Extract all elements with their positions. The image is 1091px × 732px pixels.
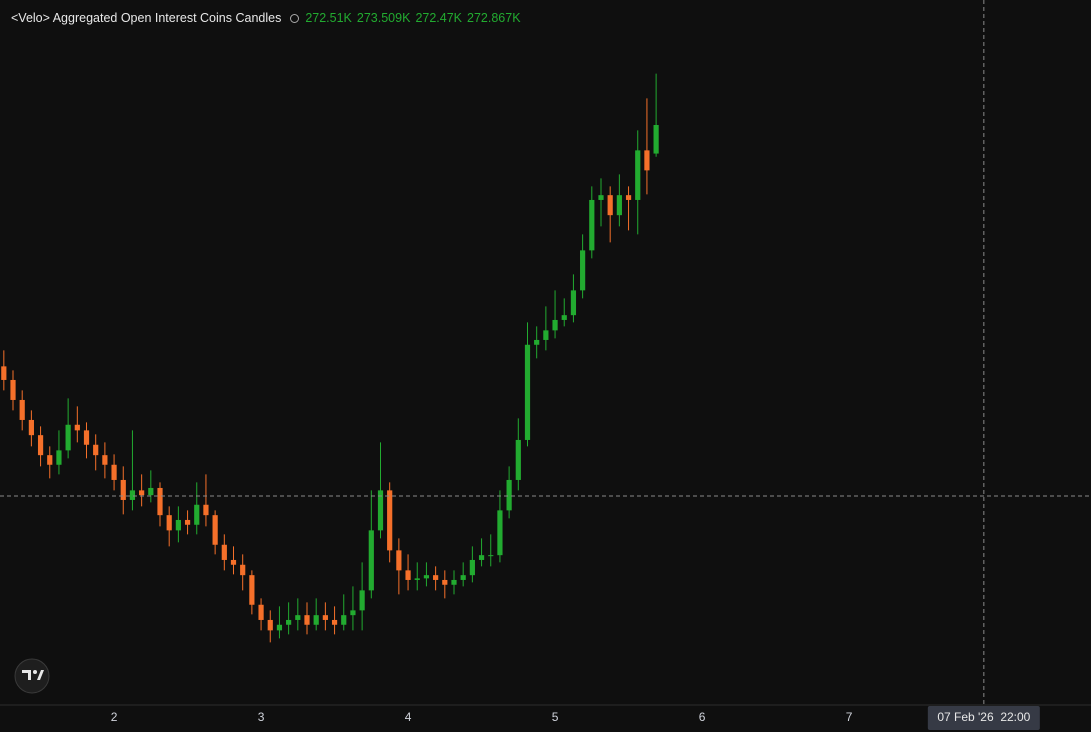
candle-body (414, 578, 420, 580)
candle-body (286, 619, 292, 625)
candle-body (341, 615, 347, 625)
x-tick-label: 4 (405, 710, 412, 724)
candle-body (368, 530, 374, 591)
candle-body (203, 504, 209, 516)
candle-body (10, 379, 16, 400)
legend-low: 272.47K (415, 11, 463, 25)
candle-body (598, 195, 604, 200)
candle-body (230, 559, 237, 565)
candle-body (433, 575, 439, 580)
candle-body (83, 430, 90, 445)
candle-body (331, 619, 338, 625)
crosshair-label: 07 Feb '26 22:00 (937, 710, 1030, 724)
candle-body (19, 399, 25, 420)
candle-body (653, 125, 659, 154)
candle-body (240, 564, 246, 576)
candle-body (120, 479, 126, 500)
candle-body (111, 464, 117, 480)
candle-body (129, 490, 136, 500)
candle-body (405, 570, 411, 580)
x-tick-label: 2 (111, 710, 118, 724)
x-tick-label: 3 (258, 710, 265, 724)
candle-body (148, 487, 154, 496)
candle-body (469, 559, 475, 576)
candle-body (295, 615, 301, 620)
legend-title: <Velo> Aggregated Open Interest Coins Ca… (11, 11, 282, 25)
candle-body (460, 575, 466, 580)
candle-body (313, 615, 319, 625)
x-tick-label: 5 (552, 710, 559, 724)
candle-body (322, 615, 328, 620)
candle-body (451, 579, 457, 585)
candle-body (478, 555, 485, 560)
candle-body (359, 590, 365, 611)
candle-body (543, 330, 549, 340)
candle-body (221, 544, 227, 560)
candle-body (1, 366, 7, 380)
candles (1, 73, 659, 643)
candle-body (497, 510, 503, 556)
candle-body (625, 195, 632, 200)
candle-body (607, 195, 613, 216)
legend: <Velo> Aggregated Open Interest Coins Ca… (11, 11, 526, 25)
candle-body (350, 610, 356, 616)
candle-body (276, 624, 283, 631)
candle-body (47, 455, 53, 465)
legend-open: 272.51K (305, 11, 352, 25)
candle-body (524, 344, 531, 440)
candle-body (423, 575, 430, 579)
candle-body (249, 575, 255, 605)
candle-body (589, 199, 595, 251)
candle-body (570, 290, 577, 316)
candle-body (396, 550, 402, 571)
candle-body (534, 339, 540, 345)
candle-body (515, 439, 521, 480)
candle-body (212, 515, 218, 545)
candle-body (258, 604, 264, 620)
candle-body (166, 515, 172, 531)
candle-body (580, 250, 586, 291)
candle-body (635, 150, 641, 200)
candle-body (488, 555, 494, 557)
candle-body (561, 315, 567, 320)
candle-body (65, 424, 71, 451)
candle-body (506, 479, 512, 511)
candle-body (184, 519, 191, 525)
candle-body (304, 615, 310, 625)
legend-high: 273.509K (356, 11, 411, 25)
candle-body (175, 519, 181, 531)
candle-body (552, 319, 558, 331)
candle-body (157, 487, 163, 516)
candle-body (377, 490, 384, 531)
candle-body (139, 490, 145, 496)
candle-body (194, 504, 200, 525)
candle-body (644, 150, 650, 171)
candle-body (267, 619, 273, 631)
candle-body (102, 455, 108, 465)
x-tick-label: 6 (699, 710, 706, 724)
candle-body (37, 435, 44, 456)
candle-body (93, 444, 99, 456)
x-axis-area (0, 705, 1091, 732)
x-tick-label: 7 (846, 710, 853, 724)
candle-body (56, 450, 62, 465)
legend-close: 272.867K (467, 11, 521, 25)
candle-body (74, 424, 80, 431)
candle-body (28, 419, 34, 436)
legend-icon (290, 14, 300, 24)
candle-body (616, 195, 622, 216)
candle-body (442, 579, 448, 585)
tv-logo (14, 658, 50, 694)
crosshair-label-box (927, 706, 1040, 730)
candle-body (387, 490, 393, 551)
